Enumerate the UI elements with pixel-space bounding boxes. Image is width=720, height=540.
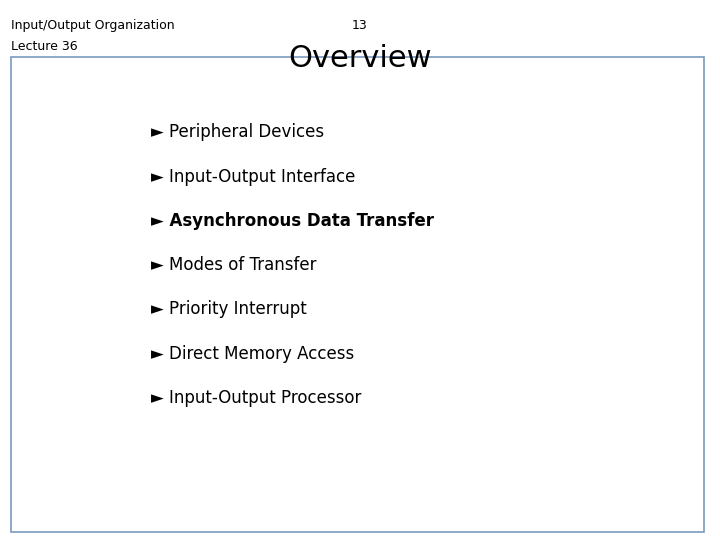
Text: ► Priority Interrupt: ► Priority Interrupt [151,300,307,319]
Text: ► Modes of Transfer: ► Modes of Transfer [151,256,317,274]
Text: ► Peripheral Devices: ► Peripheral Devices [151,123,324,141]
Bar [11,57,704,532]
Text: ► Input-Output Interface: ► Input-Output Interface [151,167,356,186]
Text: Overview: Overview [288,44,432,73]
Text: ► Direct Memory Access: ► Direct Memory Access [151,345,354,363]
Text: Lecture 36: Lecture 36 [11,40,78,53]
Text: ► Input-Output Processor: ► Input-Output Processor [151,389,361,407]
Text: 13: 13 [352,19,368,32]
Text: ► Asynchronous Data Transfer: ► Asynchronous Data Transfer [151,212,434,230]
Text: Input/Output Organization: Input/Output Organization [11,19,174,32]
